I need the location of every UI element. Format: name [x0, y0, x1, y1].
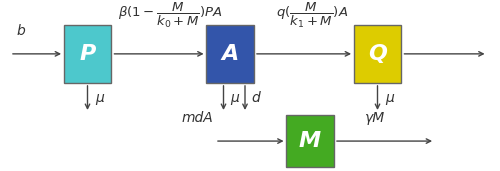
Text: A: A	[222, 44, 238, 64]
Text: d: d	[252, 91, 260, 105]
Text: $\beta(1-\dfrac{M}{k_0+M})PA$: $\beta(1-\dfrac{M}{k_0+M})PA$	[118, 1, 222, 30]
Text: $q(\dfrac{M}{k_1+M})A$: $q(\dfrac{M}{k_1+M})A$	[276, 1, 348, 30]
Text: mdA: mdA	[182, 111, 214, 125]
Text: γM: γM	[365, 111, 385, 125]
Bar	[354, 25, 401, 83]
Text: M: M	[299, 131, 321, 151]
Bar	[64, 25, 111, 83]
Text: b: b	[16, 24, 26, 38]
Text: μ: μ	[230, 91, 239, 105]
Text: μ: μ	[95, 91, 104, 105]
Text: Q: Q	[368, 44, 387, 64]
Bar	[286, 115, 334, 167]
Text: μ: μ	[385, 91, 394, 105]
Text: P: P	[80, 44, 96, 64]
Bar	[206, 25, 254, 83]
